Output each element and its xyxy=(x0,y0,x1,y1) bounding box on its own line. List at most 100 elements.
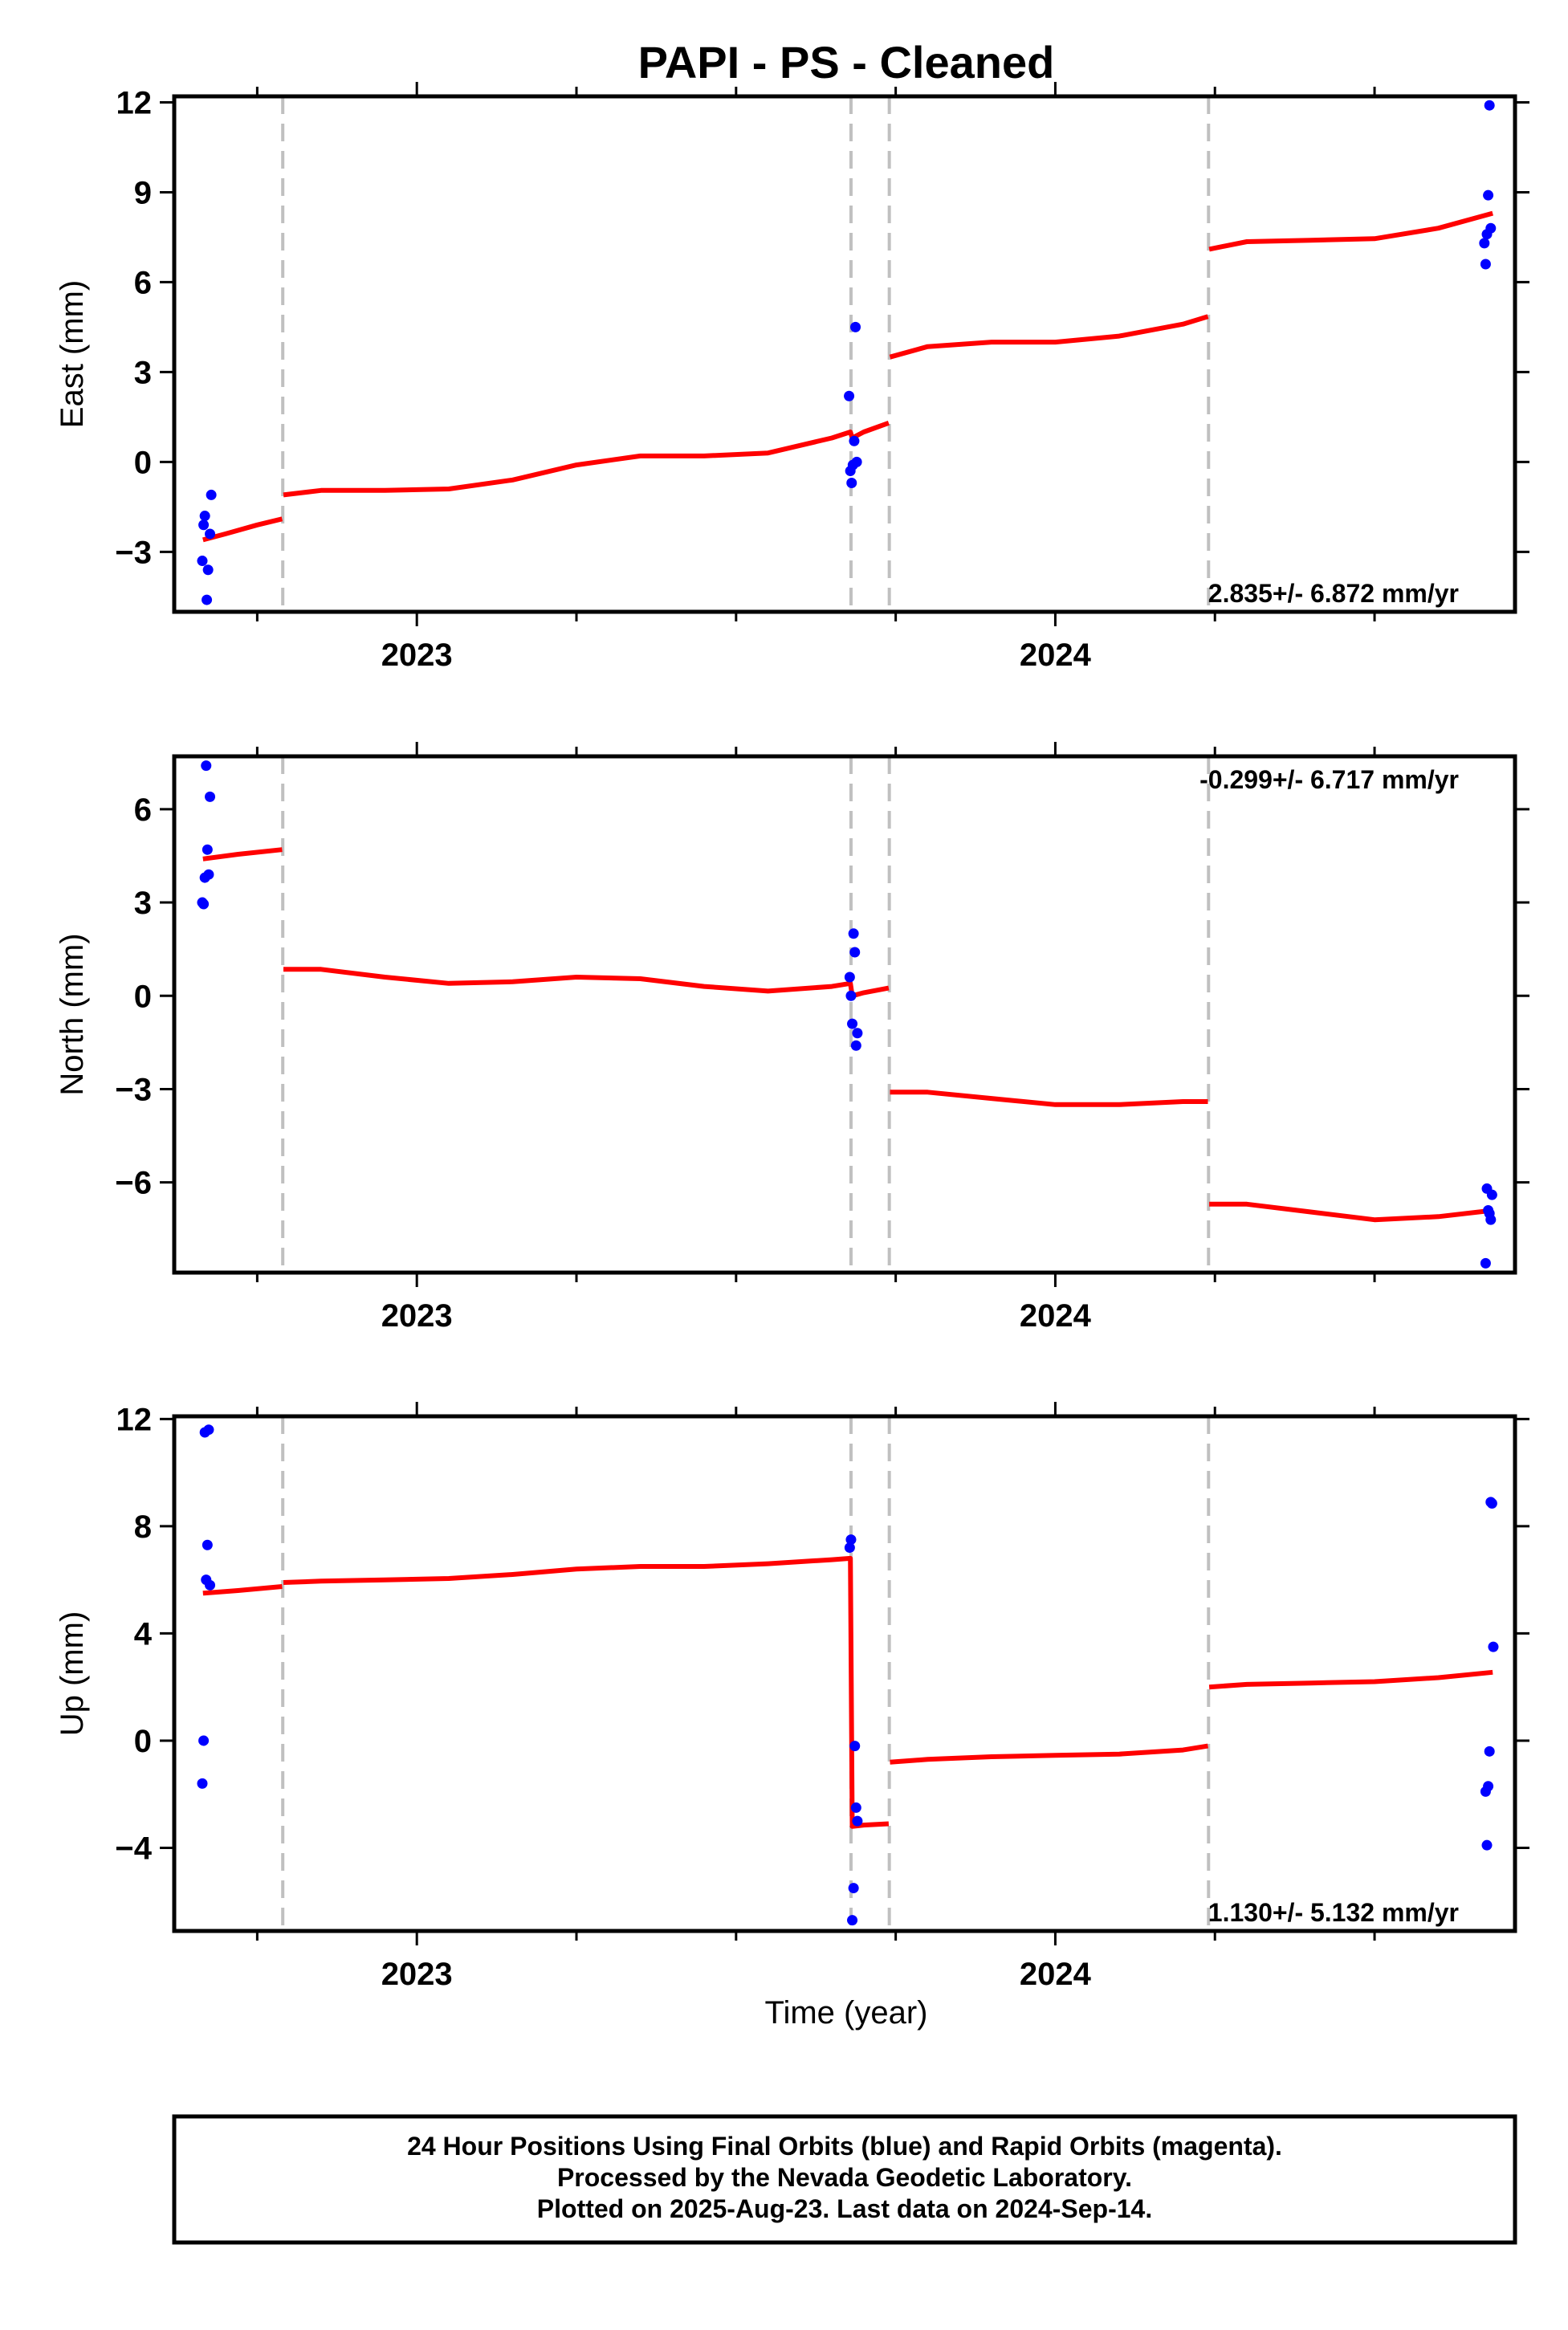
up-y-axis-label: Up (mm) xyxy=(55,1611,90,1737)
up-y-tick-label: −4 xyxy=(115,1831,152,1867)
up-model-line xyxy=(890,1743,1208,1765)
up-data-point xyxy=(850,1802,861,1813)
up-data-point xyxy=(849,1741,861,1752)
footer-line-2: Processed by the Nevada Geodetic Laborat… xyxy=(557,2163,1132,2192)
north-data-point xyxy=(1480,1257,1491,1269)
up-model-line xyxy=(202,1584,283,1596)
up-data-point xyxy=(198,1735,210,1746)
up-x-tick-label: 2024 xyxy=(1020,1957,1092,1992)
east-model-line xyxy=(1208,210,1493,252)
footer-border xyxy=(172,2114,1517,2245)
up-data-point xyxy=(848,1883,859,1894)
up-data-point xyxy=(205,1579,216,1591)
east-data-point xyxy=(202,564,214,576)
north-data-point xyxy=(203,869,214,880)
east-data-point xyxy=(1484,100,1495,111)
north-data-point xyxy=(852,1028,863,1039)
up-data-point xyxy=(847,1915,858,1926)
east-y-tick-label: 9 xyxy=(134,175,152,210)
up-data-point xyxy=(852,1815,863,1827)
north-data-point xyxy=(844,972,855,983)
footer-box: 24 Hour Positions Using Final Orbits (bl… xyxy=(172,2114,1517,2245)
footer-line-1: 24 Hour Positions Using Final Orbits (bl… xyxy=(407,2132,1282,2161)
north-model-line xyxy=(283,967,890,999)
east-data-point xyxy=(851,456,862,467)
east-data-point xyxy=(198,519,210,531)
north-model-line xyxy=(890,1090,1208,1107)
chart-title: PAPI - PS - Cleaned xyxy=(638,37,1055,88)
east-y-tick-label: 6 xyxy=(134,265,152,300)
east-model-line xyxy=(889,314,1209,360)
east-data-point xyxy=(199,511,210,522)
up-model-line xyxy=(1208,1669,1493,1690)
north-rate-label: -0.299+/- 6.717 mm/yr xyxy=(1199,765,1459,794)
east-x-tick-label: 2024 xyxy=(1020,637,1092,673)
north-data-point xyxy=(850,1040,861,1051)
east-data-point xyxy=(1480,259,1491,270)
north-frame xyxy=(172,754,1517,1275)
east-y-tick-label: 12 xyxy=(116,85,153,120)
east-x-tick-label: 2023 xyxy=(381,637,453,673)
north-panel: 2023 2024 −6 −3 0 3 6 North (mm) -0.299+/- 6.717… xyxy=(55,742,1529,1334)
east-data-point xyxy=(844,390,855,401)
footer-line-3: Plotted on 2025-Aug-23. Last data on 202… xyxy=(537,2194,1152,2223)
north-y-tick-label: 6 xyxy=(134,792,152,828)
up-data-point xyxy=(845,1534,857,1546)
north-data-point xyxy=(1485,1214,1497,1225)
east-model-line xyxy=(202,516,283,543)
up-data-point xyxy=(1481,1839,1493,1851)
up-data-point xyxy=(1484,1745,1495,1757)
up-rate-label: 1.130+/- 5.132 mm/yr xyxy=(1208,1898,1459,1927)
north-data-point xyxy=(848,928,859,939)
east-data-point xyxy=(206,489,217,500)
east-frame xyxy=(172,94,1517,614)
north-data-point xyxy=(849,947,861,958)
north-y-tick-label: 3 xyxy=(134,886,152,921)
east-data-point xyxy=(850,321,861,332)
east-data-point xyxy=(205,528,216,540)
up-data-point xyxy=(1483,1781,1494,1792)
up-data-point xyxy=(197,1778,208,1789)
east-y-tick-label: −3 xyxy=(115,535,152,570)
up-y-tick-label: 4 xyxy=(134,1616,153,1652)
east-data-point xyxy=(846,478,857,488)
east-model-line xyxy=(283,420,890,498)
up-x-tick-label: 2023 xyxy=(381,1957,453,1992)
north-y-axis-label: North (mm) xyxy=(55,933,90,1095)
north-model-line xyxy=(1209,1201,1493,1223)
north-data-point xyxy=(847,1018,858,1029)
panels: 2023 2024 −3 0 3 6 9 12 East (mm) 2.835+/- 6.872 … xyxy=(55,82,1529,1992)
north-x-tick-label: 2023 xyxy=(381,1298,453,1334)
north-data-point xyxy=(198,898,210,910)
north-data-point xyxy=(845,990,857,1001)
north-data-point xyxy=(205,791,216,802)
east-data-point xyxy=(1485,222,1497,234)
north-y-tick-label: −3 xyxy=(115,1072,152,1107)
north-model-line xyxy=(202,847,283,862)
up-model-line xyxy=(283,1555,890,1829)
up-data-point xyxy=(1488,1641,1499,1652)
up-y-tick-label: 0 xyxy=(134,1724,152,1759)
north-y-tick-label: −6 xyxy=(115,1166,152,1201)
east-y-tick-label: 0 xyxy=(134,445,152,480)
east-data-point xyxy=(849,435,860,446)
north-x-tick-label: 2024 xyxy=(1020,1298,1092,1334)
north-data-point xyxy=(201,760,212,772)
north-data-point xyxy=(202,844,213,855)
east-y-tick-label: 3 xyxy=(134,355,152,390)
east-rate-label: 2.835+/- 6.872 mm/yr xyxy=(1208,579,1459,608)
east-data-point xyxy=(1479,238,1490,249)
up-panel: 2023 2024 −4 0 4 8 12 Up (mm) 1.130+/- 5.132 mm/… xyxy=(55,1402,1529,1992)
up-y-tick-label: 8 xyxy=(134,1509,152,1545)
up-data-point xyxy=(844,1542,855,1554)
up-data-point xyxy=(202,1539,213,1550)
east-panel: 2023 2024 −3 0 3 6 9 12 East (mm) 2.835+/- 6.872 … xyxy=(55,82,1529,673)
east-data-point xyxy=(1483,189,1494,201)
east-data-point xyxy=(197,556,208,567)
up-y-tick-label: 12 xyxy=(116,1402,153,1437)
north-data-point xyxy=(1486,1189,1497,1200)
up-data-point xyxy=(1486,1498,1497,1509)
north-y-tick-label: 0 xyxy=(134,979,152,1014)
up-data-point xyxy=(203,1424,214,1436)
east-y-axis-label: East (mm) xyxy=(55,280,90,428)
